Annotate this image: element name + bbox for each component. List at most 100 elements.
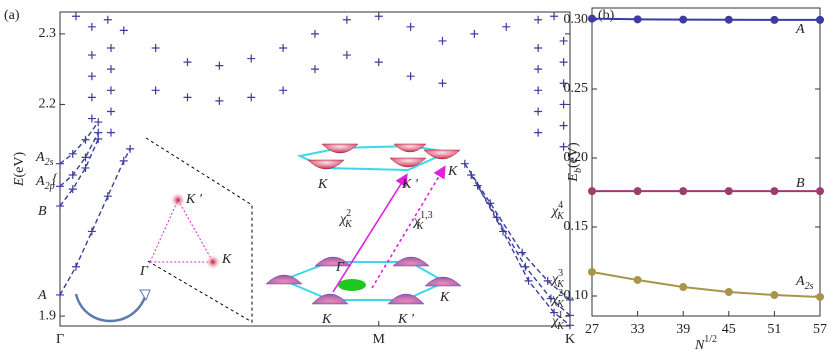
annotation: Γ (139, 264, 149, 279)
point (87, 72, 96, 81)
x-tick-label: 27 (585, 322, 599, 337)
x-axis-label: N1/2 (694, 334, 717, 353)
point (107, 86, 115, 95)
point (94, 128, 103, 137)
text-main: A (795, 274, 805, 289)
text-sup: 2 (558, 288, 563, 299)
point (247, 93, 256, 102)
text-sup: 1 (558, 310, 563, 321)
point (588, 267, 596, 276)
curved-arrow (74, 293, 148, 323)
point (534, 43, 543, 52)
point (71, 262, 80, 271)
point (559, 36, 568, 45)
y-tick-label: 0.20 (564, 150, 589, 165)
point (724, 15, 733, 24)
text-sub: 2p (45, 181, 55, 192)
point (107, 107, 115, 116)
transition-arrow (371, 165, 446, 289)
point (87, 227, 96, 236)
text-main: χ (550, 204, 559, 219)
cone (387, 293, 425, 305)
point (311, 65, 319, 74)
annotation: K (447, 164, 458, 179)
point (247, 54, 256, 63)
annotation: A (37, 288, 47, 303)
series-line (591, 270, 821, 298)
point (534, 15, 543, 24)
annotation: B (38, 204, 47, 219)
point (566, 321, 574, 330)
point (438, 36, 447, 45)
point (406, 72, 415, 81)
text-main: χ (550, 272, 559, 287)
point (107, 128, 115, 137)
text-main: K (447, 164, 458, 179)
annotation: A2s (35, 150, 54, 168)
point (94, 118, 103, 127)
cone (423, 149, 461, 160)
plot-frame (59, 11, 571, 327)
point (56, 182, 64, 191)
arrow-head (139, 289, 151, 302)
point (183, 58, 192, 67)
transition-arrow (332, 173, 408, 293)
point (71, 12, 80, 21)
text-rest: (eV) (566, 142, 581, 168)
series-line (59, 121, 99, 165)
text-main: K ' (401, 177, 419, 192)
point (279, 43, 288, 52)
point (103, 15, 112, 24)
text-sup: 4 (558, 200, 563, 211)
cone (265, 274, 303, 285)
point (588, 14, 596, 23)
y-tick-label: 0.30 (564, 12, 589, 27)
panel-label: (a) (4, 8, 20, 23)
series-label: B (796, 176, 805, 191)
annotation: A2p (35, 174, 55, 192)
point (342, 15, 351, 24)
point (816, 187, 824, 196)
y-tick-label: 0.10 (564, 288, 589, 303)
cone (307, 159, 345, 170)
point (559, 100, 568, 109)
point (550, 308, 559, 317)
point (499, 227, 508, 236)
text-main: K (221, 252, 232, 267)
text-main: A (35, 150, 45, 165)
point (460, 159, 469, 168)
point (56, 159, 64, 168)
point (87, 114, 96, 123)
annotation: K (221, 252, 232, 267)
point (87, 22, 96, 31)
text-main: Γ (335, 260, 345, 275)
point (215, 96, 224, 105)
bz-outline (145, 137, 253, 323)
point (546, 294, 555, 303)
x-tick-label: Γ (56, 332, 64, 347)
point (119, 156, 128, 165)
point (524, 276, 533, 285)
point (521, 262, 530, 271)
annotation: K (439, 290, 450, 305)
point (770, 187, 779, 196)
text-sub: K (344, 219, 353, 230)
panel: 1.9 2.2 2.3 Γ M K (a) (4, 8, 575, 347)
series-label: A2s (795, 274, 814, 292)
annotation: χ2 K (550, 288, 565, 310)
point (81, 153, 90, 162)
k-valley (206, 255, 220, 269)
point (550, 12, 559, 21)
point (107, 43, 115, 52)
text-main: E (566, 173, 581, 183)
annotation: Γ (335, 260, 345, 275)
point (534, 65, 543, 74)
text-sup: 1,3 (420, 210, 433, 221)
point (543, 276, 552, 285)
point (816, 292, 824, 301)
point (470, 29, 479, 38)
text-main: A (35, 174, 45, 189)
text-main: E (12, 177, 27, 187)
annotation: χ3 K (550, 268, 565, 290)
